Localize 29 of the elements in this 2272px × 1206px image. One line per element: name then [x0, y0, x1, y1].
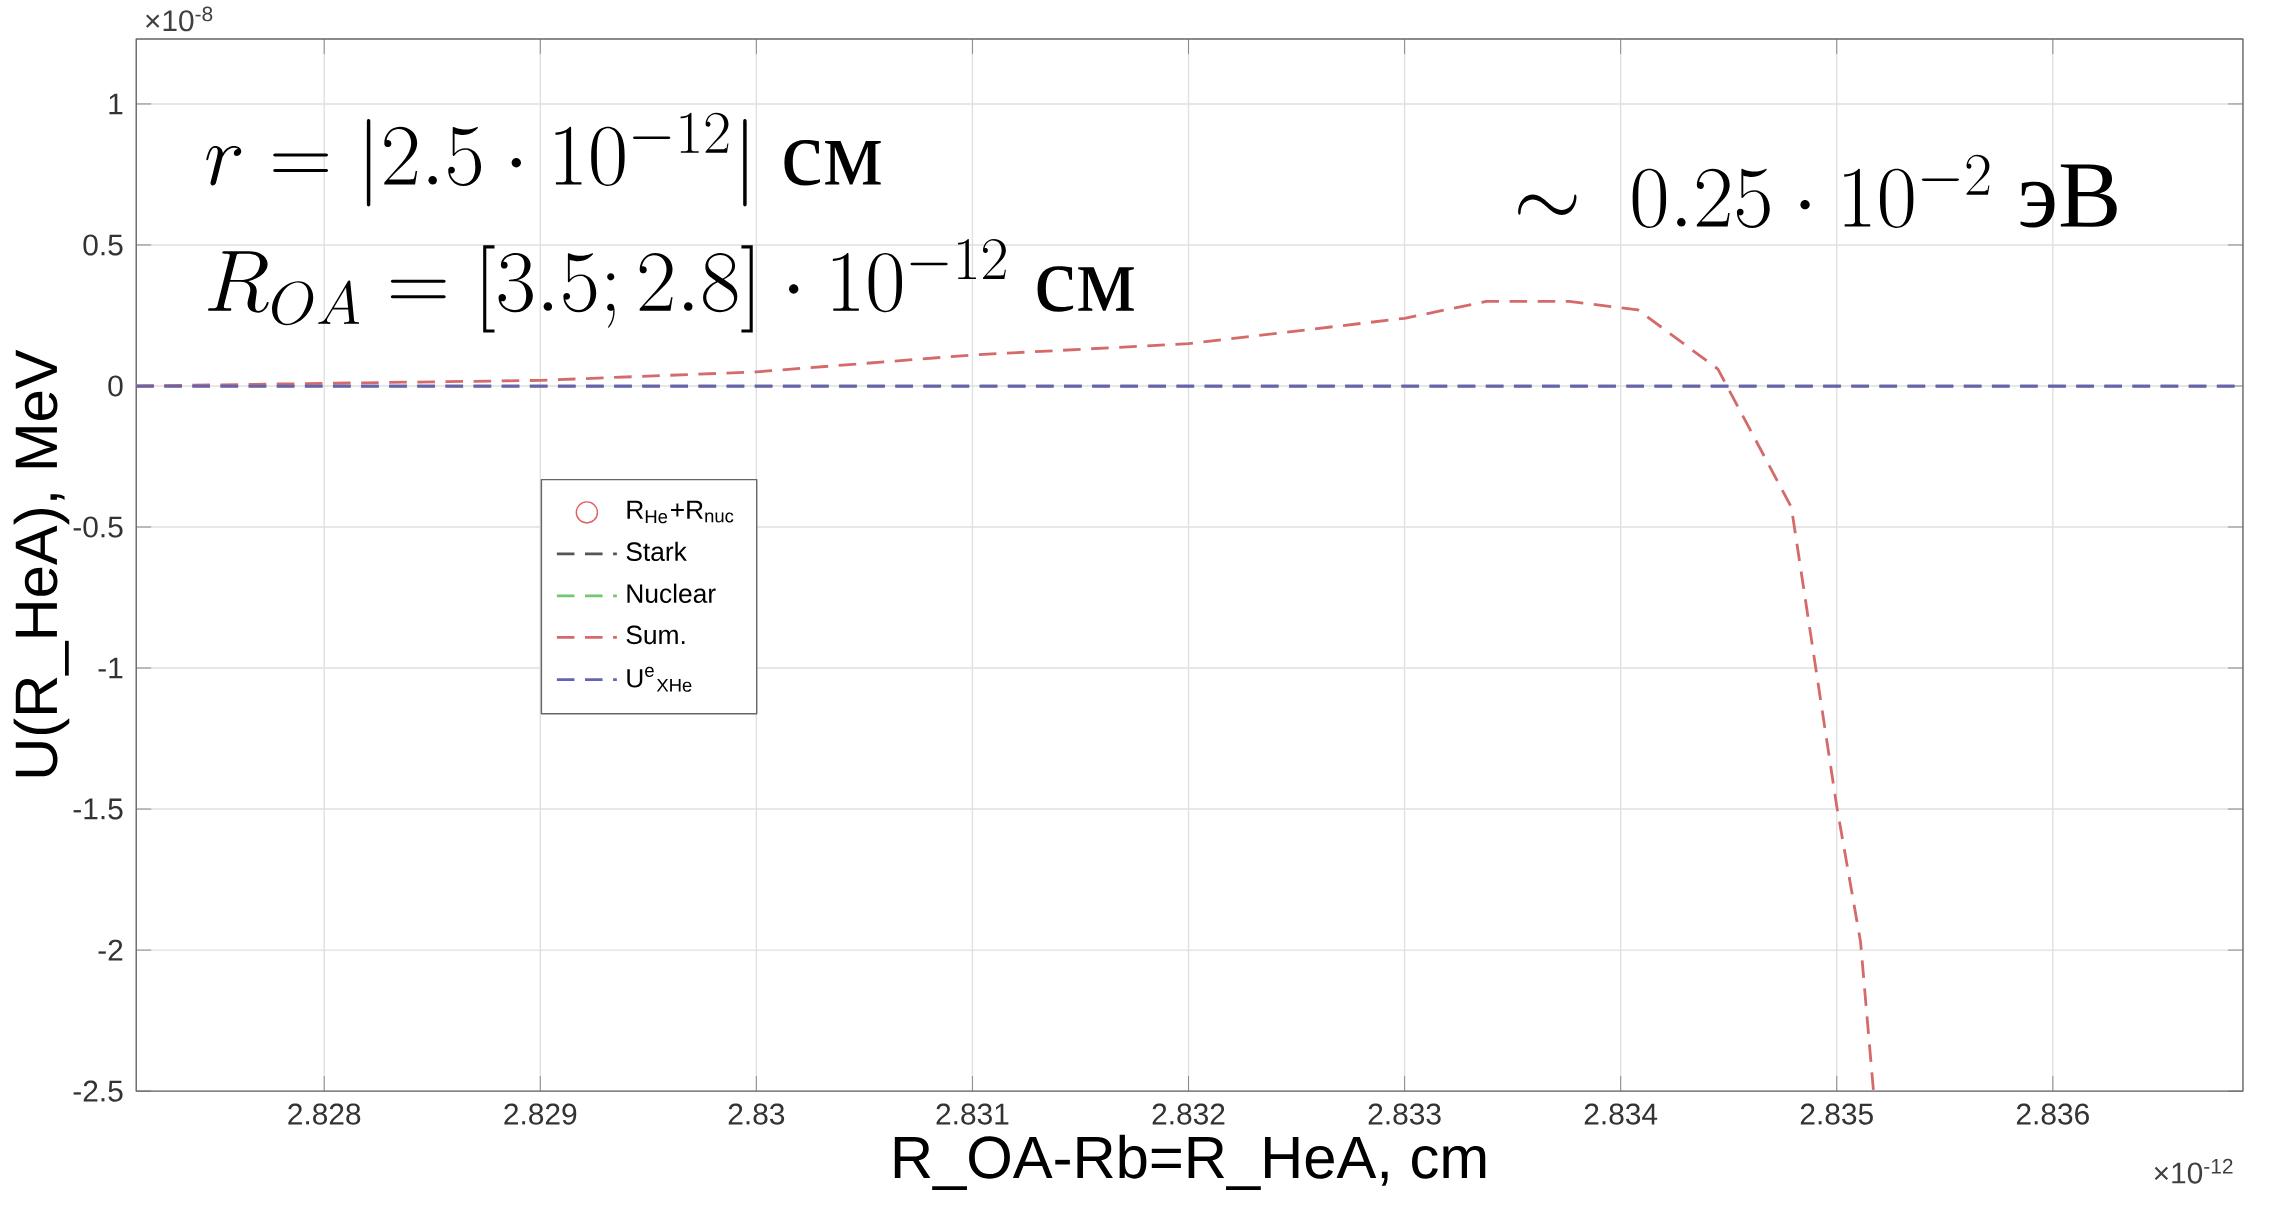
x-tick-label: 2.83 [728, 1103, 785, 1125]
x-axis-title: R_OA-Rb=R_HeA, cm [894, 1134, 1486, 1190]
x-tick-label: 2.832 [1152, 1103, 1225, 1125]
y-axis-title: U(R_HeA), MeV [13, 349, 70, 777]
legend-label: Nuclear [627, 583, 716, 603]
x-tick-label: 2.835 [1800, 1103, 1873, 1125]
legend-label: R$_{He}$+R$_{nuc}$ [627, 500, 734, 524]
annotation: $\sim\ 0.25 \cdot 10^{-2}\ \mbox{эВ}$ [1518, 154, 2117, 228]
y-tick-label: -0.5 [73, 516, 123, 538]
x-tick-label: 2.828 [288, 1103, 361, 1125]
x-tick-label: 2.833 [1368, 1103, 1441, 1125]
y-tick-label: 0 [108, 375, 123, 397]
legend-label: Sum. [626, 625, 685, 645]
x-tick-label: 2.834 [1584, 1103, 1658, 1125]
text: ×10$^{-8}$ [146, 6, 213, 32]
y-tick-label: -2 [98, 939, 123, 961]
y-tick-label: -2.5 [73, 1080, 123, 1102]
x-tick-label: 2.829 [504, 1103, 577, 1125]
y-tick-label: 0.5 [83, 234, 123, 256]
x-tick-label: 2.831 [936, 1103, 1009, 1125]
y-tick-label: 1 [109, 93, 123, 115]
text: ×10$^{-12}$ [2154, 1158, 2233, 1184]
x-tick-label: 2.836 [2016, 1103, 2089, 1125]
legend-label: U$^{e}$XHe [627, 666, 692, 692]
annotation: $R_{OA} = [3.5; 2.8] \cdot 10^{-12}\ \mbox{см}$ [208, 238, 1134, 333]
y-tick-label: -1 [98, 657, 123, 679]
y-tick-label: -1.5 [73, 798, 123, 820]
legend-label: Stark [626, 541, 687, 562]
annotation: $r = |2.5 \cdot 10^{-12}|\ \mbox{см}$ [206, 112, 881, 207]
